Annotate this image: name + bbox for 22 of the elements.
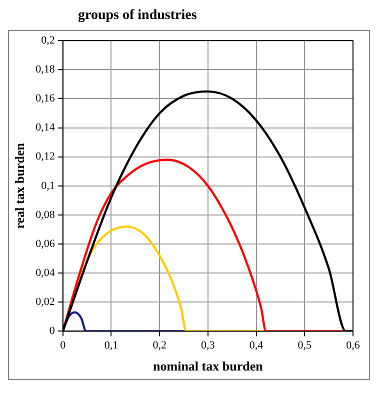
line-series xyxy=(62,311,188,332)
x-tick-label: 0,6 xyxy=(346,340,360,352)
x-axis-title: nominal tax burden xyxy=(153,358,264,374)
y-axis-title: real tax burden xyxy=(12,142,28,229)
x-tick-label: 0,3 xyxy=(201,340,216,352)
y-tick-label: 0,04 xyxy=(36,266,56,279)
chart-title: groups of industries xyxy=(78,8,198,24)
y-tick-label: 0 xyxy=(49,325,56,338)
x-tick-label: 0,4 xyxy=(249,340,264,352)
x-tick-label: 0,5 xyxy=(298,340,312,352)
x-tick-label: 0,1 xyxy=(104,340,118,352)
y-tick-label: 0,08 xyxy=(36,208,56,221)
y-tick-label: 0,1 xyxy=(41,180,55,192)
y-tick-label: 0,02 xyxy=(36,296,55,308)
x-tick-label: 0 xyxy=(60,340,66,352)
y-tick-label: 0,16 xyxy=(36,92,56,105)
y-tick-label: 0,2 xyxy=(41,34,55,46)
y-tick-label: 0,12 xyxy=(36,150,55,163)
y-tick-label: 0,18 xyxy=(36,64,56,76)
y-tick-label: 0,06 xyxy=(36,238,56,250)
y-tick-label: 0,14 xyxy=(36,122,56,134)
x-tick-label: 0,2 xyxy=(152,340,166,352)
